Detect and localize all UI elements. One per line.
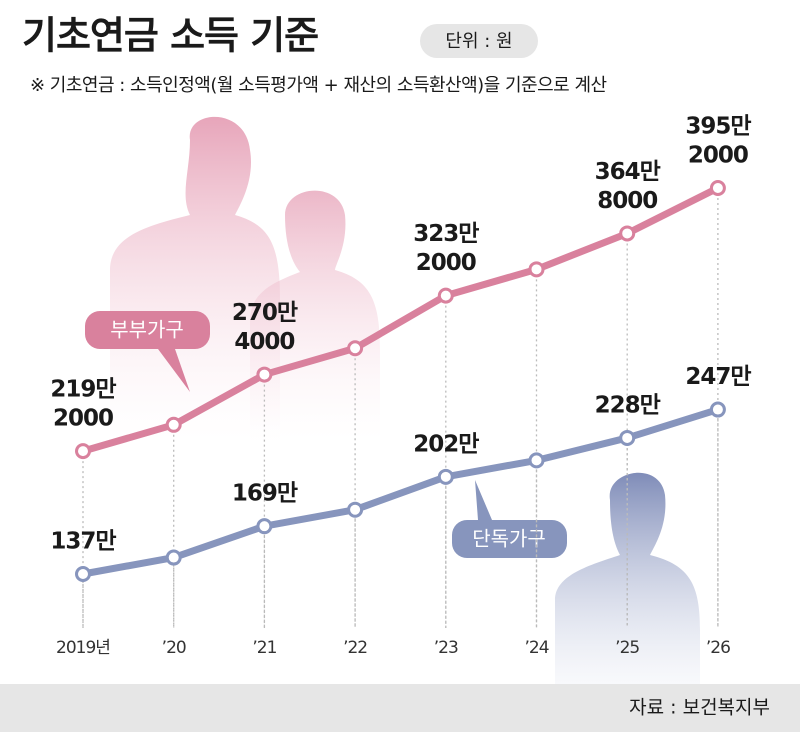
point [437,468,454,485]
point [619,225,636,242]
data-label: 8000 [597,188,657,214]
source: 자료 : 보건복지부 [629,697,770,719]
data-label: 4000 [234,329,294,355]
data-label: 137만 [50,529,116,555]
point [709,401,726,418]
point [165,416,182,433]
legend-bubble [85,311,210,392]
data-label: 202만 [413,431,479,457]
point [709,180,726,196]
point [75,566,91,582]
subtitle: ※ 기초연금 : 소득인정액(월 소득평가액 + 재산의 소득환산액)을 기준으… [30,75,607,96]
x-tick-label: 2019년 [56,638,110,658]
data-label: 395만 [685,114,751,140]
x-tick-label: ’22 [343,638,367,658]
point [619,429,636,446]
point [256,518,273,535]
data-label: 364만 [595,159,661,185]
point [528,452,545,469]
data-label: 2000 [416,250,476,276]
series-line [82,406,719,578]
data-label: 219만 [50,377,116,403]
x-tick-label: ’24 [524,638,548,658]
data-label: 270만 [232,300,298,326]
x-tick-label: ’23 [434,638,458,658]
point [75,443,91,460]
x-tick-label: ’21 [252,638,276,658]
point [528,261,545,278]
data-label: 247만 [685,364,751,390]
footer [0,684,800,732]
data-label: 2000 [688,143,748,169]
data-label: 323만 [413,221,479,247]
legend-label: 단독가구 [472,527,546,551]
unit-label: 단위 : 원 [445,31,512,52]
x-tick-label: ’26 [706,638,730,658]
data-label: 228만 [595,392,661,418]
point [165,549,182,566]
point [256,366,273,383]
x-tick-label: ’20 [162,638,186,658]
point [437,287,454,304]
legend-label: 부부가구 [110,318,184,342]
x-tick-label: ’25 [615,638,639,658]
point [347,340,364,357]
chart-title: 기초연금 소득 기준 [22,14,318,58]
data-label: 169만 [232,481,298,507]
series-line [82,184,720,455]
point [347,501,364,518]
unit-badge [420,24,538,58]
data-label: 2000 [53,406,113,432]
legend-bubble [452,480,567,558]
